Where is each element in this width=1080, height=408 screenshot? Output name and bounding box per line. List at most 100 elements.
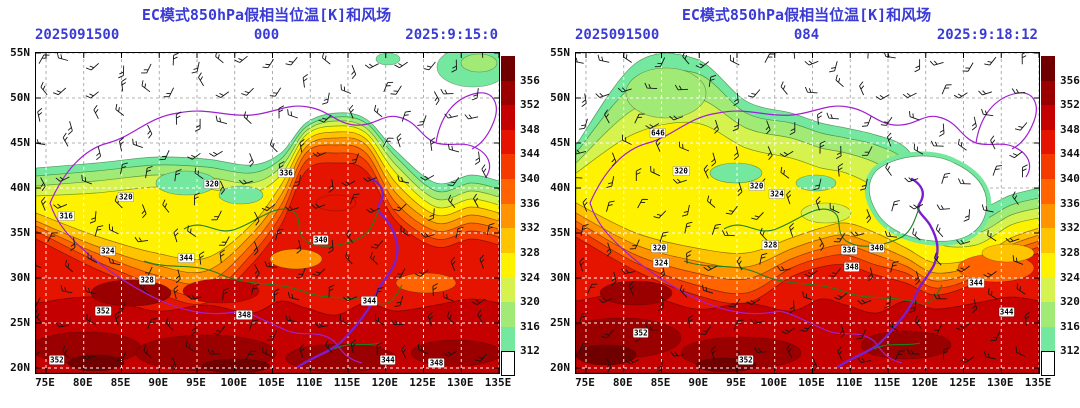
river-line xyxy=(723,204,921,247)
theta-e-patch xyxy=(269,248,323,270)
colorbar-tick-label: 324 xyxy=(1060,270,1080,284)
colorbar-segment xyxy=(501,252,515,278)
valid-time: 2025:9:18:12 xyxy=(936,27,1038,43)
coastline xyxy=(836,177,939,369)
x-tick-label: 85E xyxy=(110,376,131,389)
colorbar-tick-label: 348 xyxy=(1060,122,1080,136)
theta-e-patch xyxy=(285,343,397,373)
colorbar-segment xyxy=(501,203,515,229)
y-tick-label: 30N xyxy=(10,271,30,284)
theta-e-patch xyxy=(155,170,217,196)
colorbar-segment xyxy=(1041,326,1055,352)
y-tick-label: 30N xyxy=(550,271,570,284)
colorbar-tick-label: 340 xyxy=(1060,172,1080,186)
colorbar-tick-label: 312 xyxy=(1060,344,1080,358)
x-axis-labels: 75E 80E 85E 90E 95E 100E 105E 110E 115E 120E 125E 1… xyxy=(575,376,1051,392)
x-tick-label: 130E xyxy=(447,376,474,389)
cool-pocket xyxy=(868,155,988,242)
theta-e-patch xyxy=(795,174,837,192)
x-tick-label: 100E xyxy=(220,376,248,389)
map-area: 646 320 320 324 328 320 324 336 340 348 344 352 344 3… xyxy=(575,52,1040,374)
x-tick-label: 90E xyxy=(688,376,709,389)
theta-e-patch xyxy=(315,194,357,212)
colorbar-tick-label: 312 xyxy=(520,344,540,358)
colorbar-segment xyxy=(1041,105,1055,130)
colorbar-segment xyxy=(1041,277,1055,303)
forecast-hour: 000 xyxy=(253,27,280,43)
x-tick-label: 110E xyxy=(296,376,323,389)
colorbar-segment xyxy=(1041,351,1055,376)
y-tick-label: 45N xyxy=(10,136,30,149)
panel-forecast-084: EC模式850hPa假相当位温[K]和风场 2025091500 084 202… xyxy=(540,0,1080,408)
colorbar-tick-label: 324 xyxy=(520,270,540,284)
theta-e-patch xyxy=(695,357,757,373)
theta-e-patch xyxy=(576,344,637,366)
colorbar xyxy=(1041,56,1055,376)
colorbar-tick-label: 332 xyxy=(1060,221,1080,235)
colorbar-segment xyxy=(1041,302,1055,327)
x-tick-label: 130E xyxy=(987,376,1014,389)
y-tick-label: 55N xyxy=(10,46,30,59)
forecast-hour: 084 xyxy=(793,27,820,43)
x-tick-label: 125E xyxy=(409,376,436,389)
map-area: 316 320 320 324 328 336 340 344 344 348 352 352 344 3… xyxy=(35,52,500,374)
y-tick-label: 40N xyxy=(550,181,570,194)
x-tick-label: 75E xyxy=(35,376,55,389)
theta-e-patch xyxy=(201,358,271,373)
x-tick-label: 95E xyxy=(726,376,746,389)
x-tick-label: 105E xyxy=(798,376,825,389)
theta-e-patch xyxy=(460,53,498,73)
colorbar-segment xyxy=(501,105,515,130)
colorbar-segment xyxy=(1041,154,1055,180)
colorbar-segment xyxy=(1041,228,1055,253)
national-border-line xyxy=(49,105,491,204)
theta-e-patch xyxy=(410,339,499,367)
coastline xyxy=(296,177,399,369)
river-line xyxy=(873,342,921,350)
theta-e-patch xyxy=(599,280,673,306)
colorbar-segment xyxy=(501,351,515,376)
national-border-line xyxy=(975,92,1037,150)
colorbar-tick-label: 336 xyxy=(520,196,540,210)
colorbar-tick-label: 316 xyxy=(520,319,540,333)
colorbar-segment xyxy=(1041,252,1055,278)
frame-ticks xyxy=(576,53,1039,373)
y-axis-labels: 55N 50N 45N 40N 35N 30N 25N 20N xyxy=(540,46,573,374)
wind-barbs xyxy=(576,53,1030,373)
x-tick-label: 115E xyxy=(873,376,901,389)
national-border-line xyxy=(589,202,903,364)
colorbar-segment xyxy=(1041,129,1055,155)
theta-e-patch xyxy=(375,53,401,66)
y-tick-label: 20N xyxy=(550,361,570,374)
colorbar-tick-label: 328 xyxy=(1060,245,1080,259)
colorbar-tick-label: 332 xyxy=(520,221,540,235)
y-tick-label: 25N xyxy=(10,316,30,329)
x-tick-label: 120E xyxy=(911,376,939,389)
x-axis-labels: 75E 80E 85E 90E 95E 100E 105E 110E 115E 120E 125E 1… xyxy=(35,376,511,392)
y-tick-label: 35N xyxy=(10,226,30,239)
colorbar-tick-label: 348 xyxy=(520,122,540,136)
theta-e-patch xyxy=(395,272,457,294)
colorbar-segment xyxy=(501,179,515,204)
x-tick-label: 120E xyxy=(371,376,399,389)
colorbar-segment xyxy=(1041,80,1055,106)
x-tick-label: 80E xyxy=(612,376,633,389)
y-tick-label: 50N xyxy=(10,91,30,104)
theta-e-patch xyxy=(981,243,1035,263)
y-tick-label: 50N xyxy=(550,91,570,104)
y-tick-label: 55N xyxy=(550,46,570,59)
national-border-line xyxy=(435,92,497,150)
init-time: 2025091500 xyxy=(575,27,660,43)
x-tick-label: 100E xyxy=(760,376,788,389)
theta-e-patch xyxy=(67,354,125,372)
colorbar-tick-label: 356 xyxy=(520,73,540,87)
panel-title: EC模式850hPa假相当位温[K]和风场 xyxy=(681,6,932,24)
x-tick-label: 90E xyxy=(148,376,169,389)
y-tick-label: 35N xyxy=(550,226,570,239)
y-tick-label: 40N xyxy=(10,181,30,194)
colorbar-segment xyxy=(1041,179,1055,204)
colorbar-tick-label: 344 xyxy=(1060,147,1080,161)
x-tick-label: 135E xyxy=(1024,376,1052,389)
wind-barbs xyxy=(36,53,495,372)
